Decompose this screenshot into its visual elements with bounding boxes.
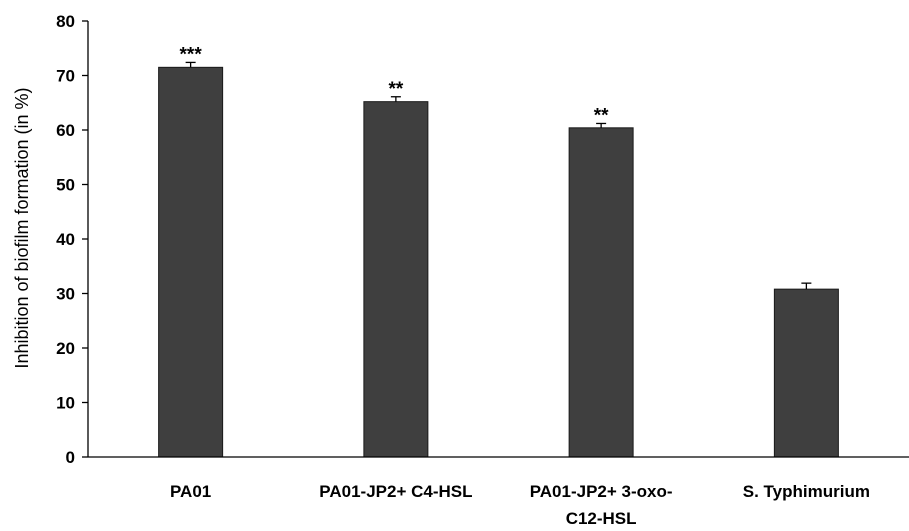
significance-markers: ******* bbox=[180, 44, 610, 126]
x-category-label-line: PA01-JP2+ C4-HSL bbox=[319, 482, 472, 501]
y-axis: 0 10 20 30 40 50 60 70 80 bbox=[56, 12, 89, 467]
significance-label: *** bbox=[180, 44, 203, 65]
error-bars bbox=[185, 61, 812, 290]
y-axis-label: Inhibition of biofilm formation (in %) bbox=[12, 87, 32, 368]
y-tick-label: 20 bbox=[56, 339, 75, 358]
y-tick-label: 0 bbox=[66, 448, 75, 467]
y-tick-label: 60 bbox=[56, 121, 75, 140]
bar bbox=[568, 127, 634, 458]
significance-label: ** bbox=[594, 105, 609, 126]
y-tick-label: 10 bbox=[56, 394, 75, 413]
bar bbox=[158, 66, 224, 458]
bar bbox=[363, 101, 429, 458]
x-axis: PA01 PA01-JP2+ C4-HSL PA01-JP2+ 3-oxo- C12-… bbox=[88, 456, 909, 528]
x-category-label-line: PA01 bbox=[170, 482, 211, 501]
x-category-label-line: S. Typhimurium bbox=[743, 482, 870, 501]
bar bbox=[773, 288, 839, 458]
significance-label: ** bbox=[388, 79, 403, 100]
x-category-label-line: C12-HSL bbox=[566, 509, 637, 528]
y-tick-label: 40 bbox=[56, 230, 75, 249]
bars bbox=[158, 66, 839, 458]
x-category-label: PA01-JP2+ C4-HSL bbox=[319, 482, 472, 501]
y-tick-label: 80 bbox=[56, 12, 75, 31]
y-tick-label: 50 bbox=[56, 176, 75, 195]
y-tick-label: 30 bbox=[56, 285, 75, 304]
y-tick-label: 70 bbox=[56, 67, 75, 86]
x-category-label-line: PA01-JP2+ 3-oxo- bbox=[530, 482, 673, 501]
x-category-label: S. Typhimurium bbox=[743, 482, 870, 501]
x-category-label: PA01 bbox=[170, 482, 211, 501]
x-category-label: PA01-JP2+ 3-oxo- C12-HSL bbox=[530, 482, 673, 528]
